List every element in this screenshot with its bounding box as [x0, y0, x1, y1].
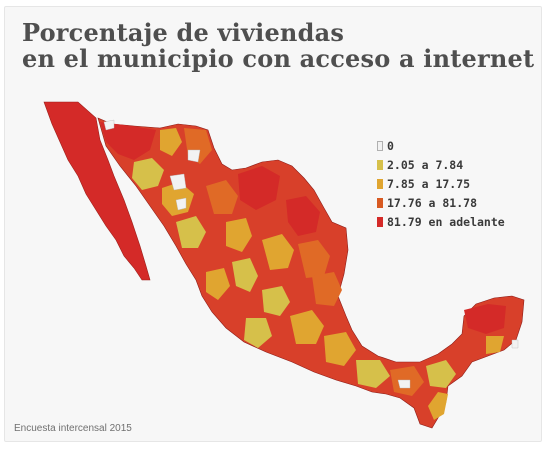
legend-item: 0: [377, 136, 505, 155]
legend-label: 17.76 a 81.78: [387, 195, 478, 210]
legend-swatch: [377, 178, 383, 189]
legend-label: 81.79 en adelante: [387, 214, 505, 229]
legend-swatch: [377, 159, 383, 170]
zero-value-municipalities: [103, 119, 519, 389]
source-note: Encuesta intercensal 2015: [14, 423, 132, 434]
map-legend: 0 2.05 a 7.84 7.85 a 17.75 17.76 a 81.78…: [377, 136, 505, 231]
legend-label: 0: [387, 138, 394, 153]
municipality-patches: [100, 122, 506, 420]
legend-item: 7.85 a 17.75: [377, 174, 505, 193]
legend-label: 7.85 a 17.75: [387, 176, 471, 191]
legend-label: 2.05 a 7.84: [387, 157, 464, 172]
legend-item: 81.79 en adelante: [377, 212, 505, 231]
baja-california-peninsula: [43, 101, 151, 281]
map-title-line-1: Porcentaje de viviendas: [22, 18, 345, 47]
legend-item: 17.76 a 81.78: [377, 193, 505, 212]
map-title: Porcentaje de viviendas en el municipio …: [22, 20, 534, 72]
legend-item: 2.05 a 7.84: [377, 155, 505, 174]
map-title-line-2: en el municipio con acceso a internet: [22, 44, 535, 73]
legend-swatch: [377, 197, 383, 208]
legend-swatch: [377, 140, 383, 151]
legend-swatch: [377, 216, 383, 227]
